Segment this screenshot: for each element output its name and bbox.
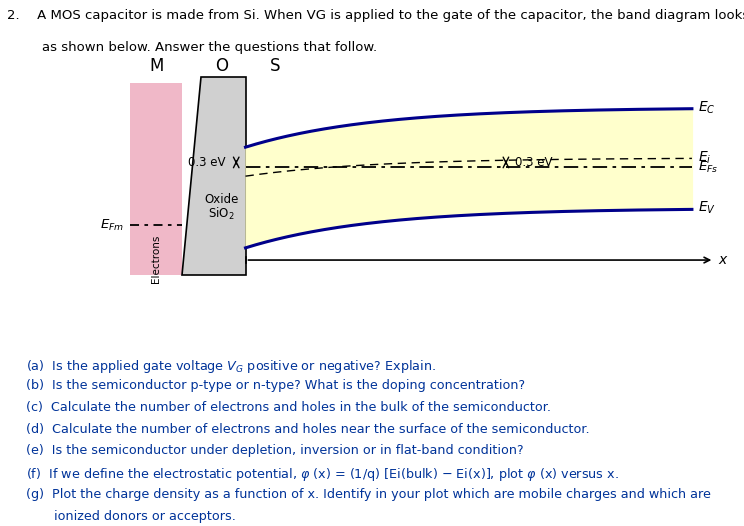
Text: Electrons: Electrons — [151, 235, 161, 284]
Text: 0.3 eV: 0.3 eV — [187, 156, 225, 169]
Text: (b)  Is the semiconductor p-type or n-type? What is the doping concentration?: (b) Is the semiconductor p-type or n-typ… — [26, 379, 525, 392]
Text: $E_i$: $E_i$ — [698, 150, 711, 166]
Text: M: M — [149, 57, 164, 75]
Text: 2.  A MOS capacitor is made from Si. When VG is applied to the gate of the capac: 2. A MOS capacitor is made from Si. When… — [7, 9, 744, 23]
Text: (f)  If we define the electrostatic potential, $\varphi$ (x) = (1/q) [Ei(bulk) $: (f) If we define the electrostatic poten… — [26, 466, 619, 483]
Text: (g)  Plot the charge density as a function of x. Identify in your plot which are: (g) Plot the charge density as a functio… — [26, 488, 711, 501]
Text: (e)  Is the semiconductor under depletion, inversion or in flat-band condition?: (e) Is the semiconductor under depletion… — [26, 444, 524, 458]
Text: SiO$_2$: SiO$_2$ — [208, 206, 234, 222]
Text: 0.3 eV: 0.3 eV — [515, 156, 552, 169]
Text: ionized donors or acceptors.: ionized donors or acceptors. — [26, 510, 236, 522]
Bar — [130, 83, 182, 275]
Text: (c)  Calculate the number of electrons and holes in the bulk of the semiconducto: (c) Calculate the number of electrons an… — [26, 401, 551, 414]
Text: $x$: $x$ — [718, 253, 728, 267]
Text: $E_C$: $E_C$ — [698, 99, 716, 116]
Polygon shape — [182, 77, 246, 275]
Text: (a)  Is the applied gate voltage $V_G$ positive or negative? Explain.: (a) Is the applied gate voltage $V_G$ po… — [26, 358, 436, 375]
Text: $E_{Fs}$: $E_{Fs}$ — [698, 159, 718, 175]
Text: S: S — [270, 57, 280, 75]
Text: (d)  Calculate the number of electrons and holes near the surface of the semicon: (d) Calculate the number of electrons an… — [26, 423, 589, 436]
Text: $E_V$: $E_V$ — [698, 200, 716, 216]
Text: O: O — [215, 57, 228, 75]
Text: Oxide: Oxide — [204, 193, 239, 206]
Text: as shown below. Answer the questions that follow.: as shown below. Answer the questions tha… — [7, 41, 377, 54]
Text: $E_{Fm}$: $E_{Fm}$ — [100, 217, 124, 232]
